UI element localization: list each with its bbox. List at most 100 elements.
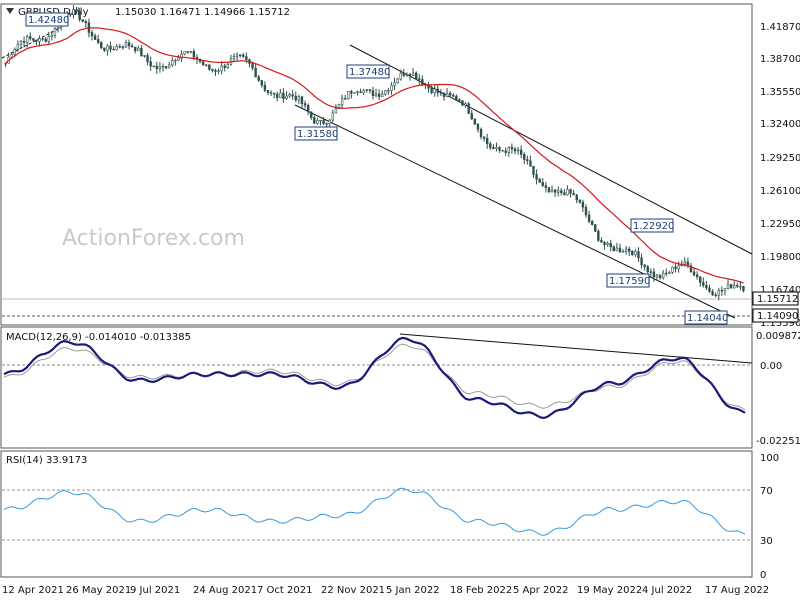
candle-body bbox=[575, 194, 578, 201]
candle-body bbox=[251, 63, 254, 69]
candle-body bbox=[53, 28, 57, 36]
candle-body bbox=[223, 65, 226, 68]
candle-body bbox=[211, 68, 214, 71]
candle-body bbox=[563, 192, 566, 196]
candle-body bbox=[581, 201, 585, 208]
candle-body bbox=[75, 9, 78, 12]
candle-body bbox=[492, 147, 495, 149]
candle-body bbox=[325, 123, 328, 125]
candle-body bbox=[677, 265, 680, 270]
candle-body bbox=[152, 65, 155, 68]
candle-body bbox=[368, 89, 372, 91]
candle-body bbox=[353, 92, 356, 94]
candle-body bbox=[436, 88, 439, 93]
candle-body bbox=[661, 272, 665, 279]
candle-body bbox=[146, 55, 149, 62]
candle-body bbox=[390, 85, 393, 91]
candle-body bbox=[541, 182, 544, 186]
candle-body bbox=[652, 271, 656, 278]
candle-body bbox=[504, 150, 507, 153]
candle-body bbox=[137, 47, 140, 52]
candle-body bbox=[235, 54, 239, 57]
candle-body bbox=[674, 266, 677, 270]
x-tick: 5 Apr 2022 bbox=[513, 585, 568, 596]
candle-body bbox=[393, 82, 396, 86]
candle-body bbox=[217, 70, 220, 72]
current-price-tag-box bbox=[752, 291, 799, 306]
price-tick: 1.19800 bbox=[760, 252, 800, 263]
candle-body bbox=[279, 92, 282, 98]
candle-body bbox=[572, 193, 575, 196]
candle-body bbox=[103, 47, 106, 51]
candle-body bbox=[399, 72, 402, 80]
candle-body bbox=[118, 46, 121, 48]
macd-panel-frame bbox=[0, 326, 753, 449]
candle-body bbox=[44, 38, 47, 42]
candle-body bbox=[208, 64, 211, 70]
candle-body bbox=[365, 89, 368, 91]
candle-body bbox=[736, 284, 739, 287]
candle-body bbox=[313, 117, 316, 124]
candle-body bbox=[742, 286, 745, 292]
candle-body bbox=[285, 95, 288, 99]
candle-body bbox=[411, 72, 415, 77]
price-tick: 1.16740 bbox=[760, 285, 800, 296]
candle-body bbox=[362, 89, 365, 93]
candle-body bbox=[396, 78, 399, 84]
candle-body bbox=[538, 178, 541, 183]
rsi-line bbox=[3, 487, 746, 536]
candle-body bbox=[461, 100, 464, 106]
candle-body bbox=[387, 90, 390, 92]
candle-body bbox=[489, 143, 492, 148]
macd-title: MACD(12,26,9) -0.014010 -0.013385 bbox=[6, 332, 191, 343]
candle-body bbox=[668, 272, 671, 274]
candle-body bbox=[161, 66, 165, 68]
candle-body bbox=[78, 11, 81, 21]
candle-body bbox=[238, 54, 242, 56]
candle-body bbox=[485, 138, 489, 145]
candle-body bbox=[634, 251, 637, 256]
candle-body bbox=[658, 274, 662, 279]
candle-body bbox=[106, 45, 109, 51]
candle-body bbox=[272, 92, 276, 95]
candle-body bbox=[609, 242, 612, 247]
candle-body bbox=[282, 92, 285, 99]
candle-body bbox=[171, 60, 174, 66]
candle-body bbox=[47, 36, 50, 42]
price-tick: 1.35550 bbox=[760, 87, 800, 98]
candle-body bbox=[288, 94, 291, 97]
candle-body bbox=[16, 43, 20, 50]
candle-body bbox=[640, 257, 643, 266]
candle-body bbox=[578, 199, 582, 203]
label-box bbox=[25, 12, 69, 27]
candle-body bbox=[205, 64, 208, 66]
candle-body bbox=[442, 92, 446, 97]
candle-body bbox=[127, 42, 131, 47]
candle-body bbox=[479, 128, 483, 138]
candle-body bbox=[13, 48, 17, 56]
candle-body bbox=[498, 147, 501, 151]
rsi-tick: 100 bbox=[760, 453, 779, 464]
candle-body bbox=[35, 39, 38, 42]
label-box bbox=[346, 64, 390, 79]
candle-body bbox=[38, 38, 41, 42]
candle-body bbox=[606, 242, 609, 245]
candle-body bbox=[81, 19, 84, 22]
candle-body bbox=[257, 76, 260, 81]
candle-body bbox=[310, 111, 313, 118]
candle-body bbox=[343, 98, 347, 100]
candle-body bbox=[683, 261, 686, 265]
price-tick: 1.32400 bbox=[760, 119, 800, 130]
candle-body bbox=[19, 40, 23, 45]
candle-body bbox=[603, 241, 606, 245]
candle-body bbox=[25, 36, 29, 43]
candle-body bbox=[347, 91, 350, 99]
collapse-arrow-icon[interactable] bbox=[6, 8, 14, 14]
candle-body bbox=[109, 45, 112, 50]
candle-body bbox=[316, 120, 319, 124]
watermark: ActionForex.com bbox=[62, 226, 245, 251]
candle-body bbox=[699, 276, 702, 283]
candle-body bbox=[112, 48, 115, 51]
candle-body bbox=[433, 88, 436, 94]
